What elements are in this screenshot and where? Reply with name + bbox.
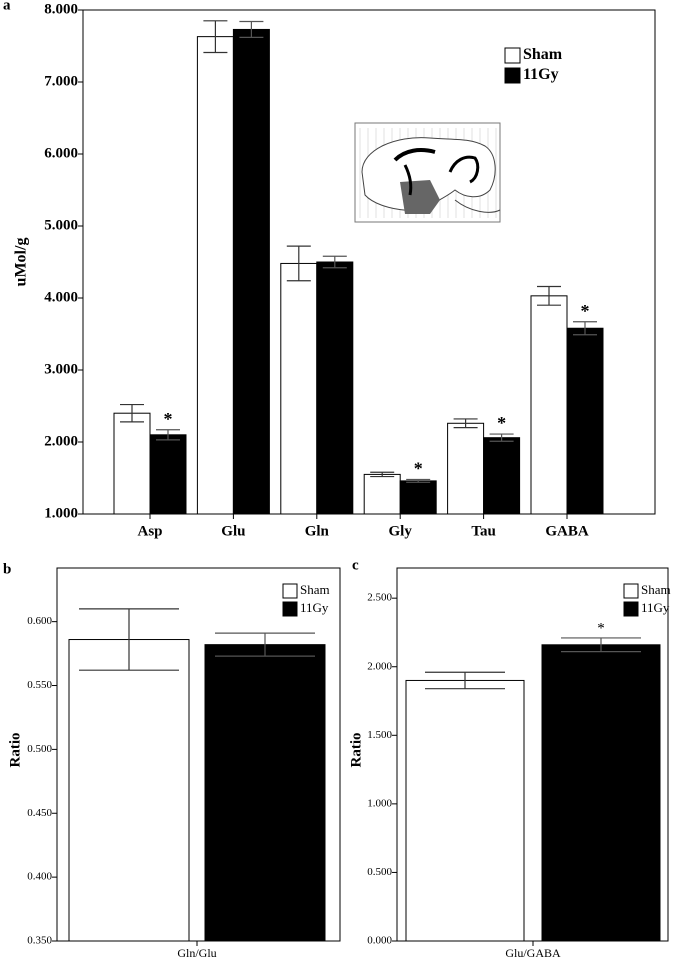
y-tick-label: 0.550 [27, 679, 52, 691]
y-tick-label: 0.400 [27, 871, 52, 883]
error-bar [406, 478, 431, 483]
error-bar [537, 285, 561, 306]
x-tick-label: Asp [137, 523, 162, 539]
bar [541, 644, 661, 942]
bar [363, 473, 401, 515]
x-tick-label: Gln [305, 523, 330, 539]
significance-mark: * [581, 301, 590, 321]
bar [530, 295, 568, 515]
legend-label: Sham [641, 582, 671, 597]
panel-label: c [352, 557, 359, 573]
error-bar [215, 632, 315, 657]
legend-swatch [504, 47, 521, 64]
bar [149, 434, 187, 515]
error-bar [573, 321, 597, 336]
y-tick-label: 7.000 [44, 73, 78, 89]
legend-swatch [504, 67, 521, 84]
y-tick-label: 6.000 [44, 145, 78, 161]
y-tick-label: 3.000 [44, 361, 78, 377]
x-tick-label: Gly [389, 523, 413, 539]
y-axis-label: Ratio [348, 733, 364, 768]
x-tick-label: Gln/Glu [177, 946, 216, 960]
significance-mark: * [497, 413, 506, 433]
y-tick-label: 0.350 [27, 935, 52, 947]
bar [447, 422, 485, 515]
x-tick-label: Glu [221, 523, 245, 539]
bar [280, 262, 318, 515]
error-bar [239, 20, 264, 38]
y-tick-label: 0.500 [367, 866, 392, 878]
legend-label: 11Gy [523, 66, 559, 83]
error-bar [203, 20, 228, 54]
brain-inset [354, 122, 501, 223]
bar [68, 639, 190, 942]
error-bar [489, 433, 514, 442]
error-bar [425, 671, 505, 690]
y-axis-label: uMol/g [13, 238, 30, 287]
legend-swatch [623, 601, 639, 617]
y-tick-label: 0.600 [27, 615, 52, 627]
y-tick-label: 4.000 [44, 289, 78, 305]
bar [232, 28, 270, 515]
y-tick-label: 2.000 [44, 433, 78, 449]
legend-swatch [282, 583, 298, 599]
y-tick-label: 0.500 [27, 743, 52, 755]
error-bar [156, 429, 180, 441]
y-tick-label: 8.000 [44, 1, 78, 17]
significance-mark: * [414, 459, 423, 479]
bar [316, 261, 354, 515]
error-bar [120, 403, 144, 423]
bar [204, 644, 326, 942]
bar [566, 327, 604, 515]
bar [483, 437, 521, 515]
legend-label: 11Gy [641, 600, 670, 615]
y-tick-label: 5.000 [44, 217, 78, 233]
legend-label: Sham [300, 582, 330, 597]
error-bar [370, 471, 395, 478]
error-bar [286, 245, 311, 282]
panel-label: a [3, 0, 11, 13]
y-axis-label: Ratio [7, 733, 23, 768]
legend-swatch [623, 583, 639, 599]
error-bar [561, 637, 641, 653]
x-tick-label: GABA [545, 523, 589, 539]
y-tick-label: 1.500 [367, 729, 392, 741]
significance-mark: * [164, 409, 173, 429]
plot-frame [56, 567, 341, 942]
chart-panel: 1.000 2.000 3.000 4.000 5.000 6.000 7.000 8.000… [3, 0, 656, 539]
legend-label: Sham [523, 46, 563, 63]
y-tick-label: 0.000 [367, 935, 392, 947]
y-tick-label: 2.000 [367, 660, 392, 672]
significance-mark: * [597, 620, 605, 636]
x-tick-label: Glu/GABA [505, 946, 561, 960]
panel-label: b [3, 561, 11, 577]
bar [113, 412, 151, 515]
error-bar [453, 418, 478, 429]
y-tick-label: 0.450 [27, 807, 52, 819]
chart-panel: 0.000 0.500 1.000 1.500 2.000 2.500 Ratio c Glu/… [348, 557, 670, 959]
y-tick-label: 2.500 [367, 592, 392, 604]
error-bar [79, 608, 179, 671]
bar [399, 480, 437, 515]
error-bar [322, 255, 347, 269]
legend-label: 11Gy [300, 600, 329, 615]
y-tick-label: 1.000 [367, 797, 392, 809]
chart-panel: 0.350 0.400 0.450 0.500 0.550 0.600 Ratio b Gln/… [3, 561, 341, 960]
legend-swatch [282, 601, 298, 617]
bar [405, 679, 525, 942]
y-tick-label: 1.000 [44, 505, 78, 521]
bar [196, 36, 234, 515]
x-tick-label: Tau [471, 523, 495, 539]
